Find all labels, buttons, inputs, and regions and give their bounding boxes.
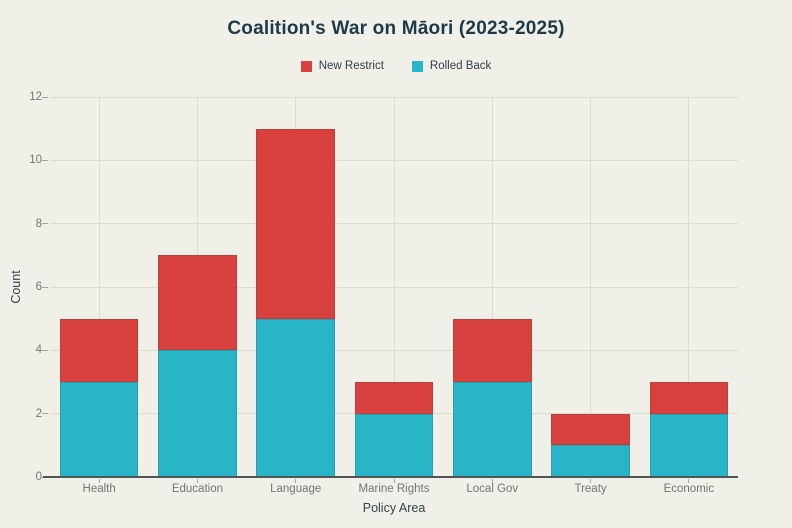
legend: New Restrict Rolled Back [0,60,792,72]
legend-label: Rolled Back [429,60,492,72]
x-tick-label: Marine Rights [358,483,430,495]
legend-swatch-icon [411,60,423,72]
bar-segment-new-restrict [158,255,237,351]
y-tick [42,349,48,351]
y-tick-label: 8 [35,217,42,230]
legend-swatch-icon [300,60,312,72]
bar-segment-new-restrict [59,318,139,382]
y-tick-label: 10 [29,154,42,167]
x-tick-label: Local Gov [466,483,519,495]
bar-segment-rolled-back [649,413,729,477]
x-gridline [491,97,493,477]
bar-segment-rolled-back [158,350,237,477]
x-tick-label: Economic [663,483,715,495]
x-axis-line [43,476,738,478]
bar-segment-new-restrict [256,128,336,319]
y-tick [42,413,48,415]
bar-segment-rolled-back [452,382,532,477]
bar-segment-new-restrict [649,382,729,414]
y-tick [42,159,48,161]
bar-segment-new-restrict [551,413,630,446]
x-tick-label: Education [171,483,223,495]
y-tick-label: 12 [29,91,42,103]
bar-segment-rolled-back [551,445,630,477]
x-tick [98,479,100,483]
x-tick [590,479,592,483]
y-tick [42,96,48,98]
x-axis-title: Policy Area [362,501,426,515]
x-tick [491,479,493,483]
x-gridline [688,97,690,477]
x-gridline [393,97,395,477]
y-tick-label: 0 [35,471,42,483]
y-tick-label: 6 [35,281,42,293]
x-tick-label: Health [82,483,116,495]
x-tick [393,479,395,483]
bar-segment-new-restrict [354,382,434,414]
x-tick-label: Language [270,483,322,495]
bar-segment-new-restrict [452,318,532,382]
legend-item: New Restrict [300,60,384,72]
y-tick [42,223,48,225]
x-gridline [98,97,100,477]
legend-label: New Restrict [318,60,384,72]
chart-title: Coalition's War on Māori (2023-2025) [227,18,565,39]
x-tick [295,479,297,483]
y-tick-label: 4 [35,344,42,357]
plot-area [42,96,738,483]
x-gridline [590,97,592,477]
bar-segment-rolled-back [354,413,434,477]
legend-item: Rolled Back [411,60,492,72]
bar-segment-rolled-back [59,382,139,477]
x-tick-label: Treaty [574,483,607,495]
y-tick-label: 2 [35,407,42,420]
x-tick [196,479,198,483]
bar-segment-rolled-back [256,318,336,477]
y-tick [42,286,48,288]
x-tick [688,479,690,483]
